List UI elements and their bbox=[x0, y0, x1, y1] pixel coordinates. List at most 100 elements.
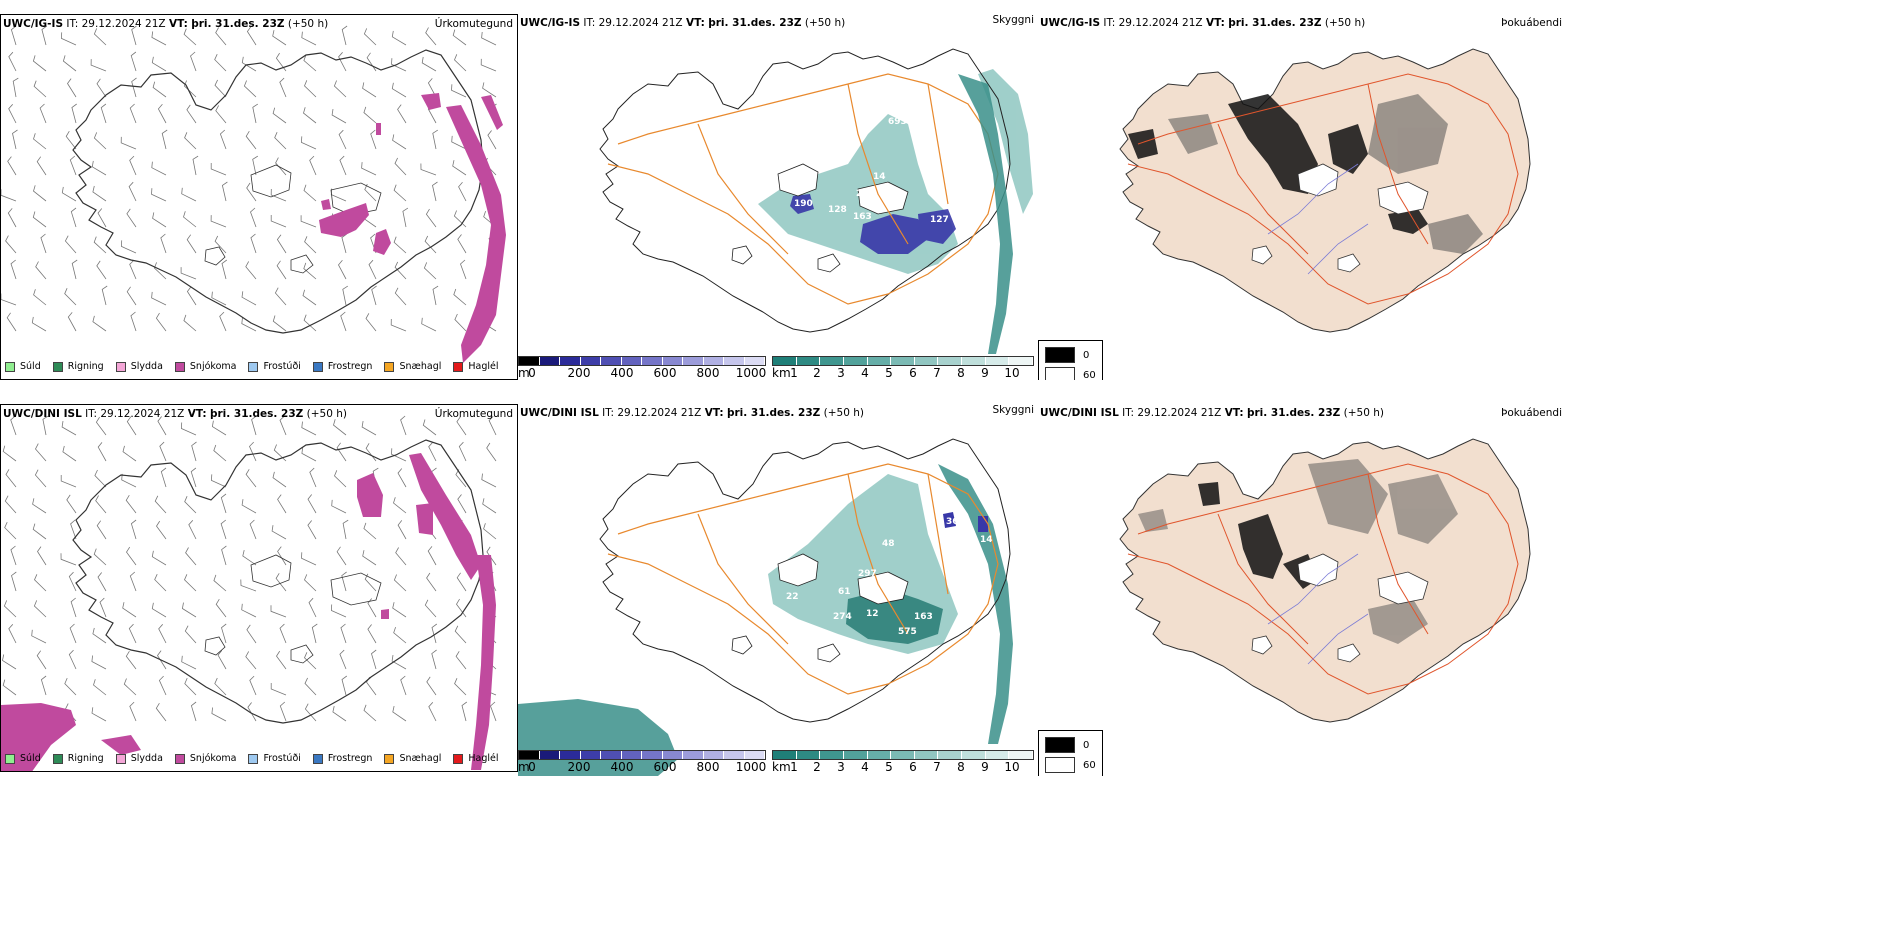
wind-barb bbox=[215, 105, 227, 124]
wind-barb bbox=[210, 163, 227, 176]
wind-barb bbox=[371, 285, 377, 306]
wind-barb bbox=[330, 604, 347, 618]
wind-barb bbox=[309, 467, 317, 488]
wind-barb bbox=[62, 55, 77, 72]
wind-barb bbox=[181, 187, 197, 202]
wind-barb bbox=[341, 25, 348, 46]
svg-text:22: 22 bbox=[786, 592, 799, 602]
wind-barb bbox=[40, 675, 47, 696]
wind-barb bbox=[151, 188, 167, 202]
svg-text:48: 48 bbox=[882, 539, 895, 549]
wind-barb bbox=[11, 571, 17, 592]
wind-barb bbox=[252, 155, 259, 176]
precip-legend: Súld Rigning Slydda Snjókoma Frostúði Fr… bbox=[5, 361, 511, 372]
scale-swatch bbox=[724, 357, 745, 365]
wind-barb bbox=[190, 467, 197, 488]
scale-swatch bbox=[662, 357, 683, 365]
wind-barb bbox=[391, 655, 407, 670]
svg-text:128: 128 bbox=[828, 205, 847, 215]
wind-barb bbox=[7, 156, 17, 176]
wind-barb bbox=[183, 80, 197, 98]
wind-barb bbox=[12, 77, 19, 98]
wind-barb bbox=[92, 627, 107, 644]
wind-barb bbox=[155, 702, 167, 722]
scale-swatch bbox=[642, 751, 663, 759]
wind-barb bbox=[214, 79, 227, 98]
wind-barb bbox=[246, 624, 257, 644]
wind-barb bbox=[452, 160, 467, 176]
wind-barb bbox=[12, 129, 18, 150]
wind-barb bbox=[152, 81, 167, 98]
wind-barb bbox=[153, 262, 167, 280]
fog-map bbox=[1119, 438, 1531, 723]
scale-swatch bbox=[560, 751, 581, 759]
wind-barb bbox=[188, 520, 197, 540]
wind-barb bbox=[64, 235, 77, 254]
wind-barb bbox=[31, 629, 47, 644]
wind-barb bbox=[391, 82, 407, 98]
wind-barb bbox=[460, 259, 467, 280]
fog-panel-bottom: UWC/DINI ISL IT: 29.12.2024 21Z VT: þri.… bbox=[1038, 404, 1564, 776]
scale-swatch bbox=[773, 357, 797, 365]
svg-text:14: 14 bbox=[980, 535, 993, 545]
panel-header: UWC/IG-IS IT: 29.12.2024 21Z VT: þri. 31… bbox=[520, 17, 846, 29]
wind-barb bbox=[93, 679, 107, 696]
wind-barb bbox=[488, 415, 497, 436]
wind-barb bbox=[129, 155, 137, 176]
wind-barb bbox=[126, 286, 137, 306]
wind-barb bbox=[424, 599, 437, 618]
wind-barb bbox=[279, 77, 287, 98]
wind-barb bbox=[210, 215, 227, 228]
wind-barb bbox=[34, 574, 47, 592]
wind-barb bbox=[367, 624, 377, 644]
wind-barb bbox=[97, 442, 107, 462]
wind-barb bbox=[220, 493, 227, 514]
wind-barb bbox=[62, 445, 77, 462]
wind-barb bbox=[339, 649, 347, 670]
fog-legend: 0 60 bbox=[1038, 730, 1103, 776]
wind-barb bbox=[70, 519, 77, 540]
wind-barb bbox=[364, 183, 377, 202]
wind-barb bbox=[159, 441, 167, 462]
scale-swatch bbox=[744, 357, 765, 365]
wind-barb bbox=[275, 157, 287, 176]
wind-barb bbox=[246, 182, 257, 202]
wind-barb bbox=[211, 420, 227, 436]
scale-swatch bbox=[938, 751, 963, 759]
wind-barb bbox=[217, 650, 227, 670]
wind-barb bbox=[342, 519, 349, 540]
wind-barb bbox=[365, 313, 377, 332]
legend-item-snaehagl: Snæhagl bbox=[384, 753, 441, 764]
wind-barb bbox=[276, 260, 287, 280]
wind-barb bbox=[300, 136, 317, 150]
fog-map bbox=[1119, 48, 1531, 333]
wind-barb bbox=[130, 51, 137, 72]
wind-barb bbox=[461, 701, 468, 722]
wind-barb bbox=[397, 468, 407, 488]
wind-barb bbox=[33, 185, 47, 202]
scale-swatch bbox=[820, 357, 844, 365]
wind-barb bbox=[311, 623, 318, 644]
scale-swatch bbox=[642, 357, 663, 365]
wind-barb bbox=[186, 286, 197, 306]
wind-barb bbox=[181, 602, 197, 618]
wind-barb bbox=[331, 499, 347, 514]
wind-barb bbox=[214, 54, 227, 72]
scale-swatch bbox=[843, 751, 868, 759]
wind-barb bbox=[94, 469, 107, 488]
wind-barb bbox=[154, 574, 167, 592]
wind-barb bbox=[126, 208, 137, 228]
wind-barb bbox=[392, 602, 407, 618]
wind-barb bbox=[421, 317, 437, 332]
wind-barb bbox=[128, 181, 137, 202]
wind-barb bbox=[97, 208, 107, 228]
wind-barb bbox=[338, 129, 347, 150]
wind-barb bbox=[391, 448, 407, 462]
wind-barb bbox=[245, 469, 257, 488]
wind-barb bbox=[431, 649, 437, 670]
wind-barb bbox=[307, 494, 317, 514]
wind-barb bbox=[69, 623, 77, 644]
wind-barb bbox=[304, 574, 317, 592]
wind-barb bbox=[341, 675, 348, 696]
wind-barb bbox=[10, 545, 17, 566]
